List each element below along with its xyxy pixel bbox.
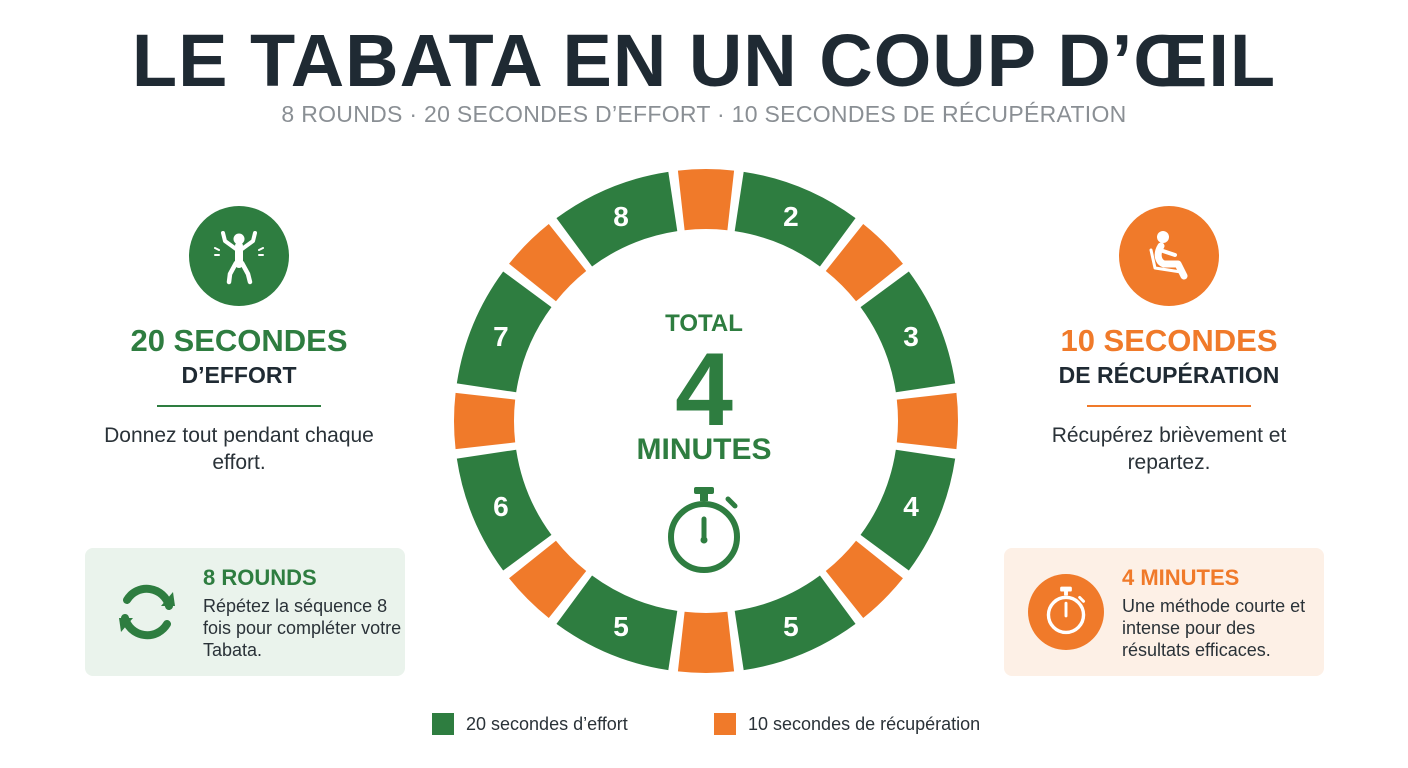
ring-recovery-segment	[677, 169, 735, 231]
minutes-card-title: 4 MINUTES	[1122, 565, 1240, 590]
center-total-value: 4	[675, 332, 733, 448]
ring-effort-segment	[734, 171, 856, 267]
effort-panel: 20 SECONDES D’EFFORT Donnez tout pendant…	[89, 206, 389, 476]
page-title: LE TABATA EN UN COUP D’ŒIL	[131, 19, 1277, 102]
legend-recovery-label: 10 secondes de récupération	[748, 713, 981, 734]
ring-recovery-segment	[825, 540, 903, 618]
legend-effort-label: 20 secondes d’effort	[466, 713, 628, 734]
rounds-card-description: Répétez la séquence 8 fois pour compléte…	[203, 596, 402, 660]
center-total-label: TOTAL	[665, 310, 743, 337]
effort-title: 20 SECONDES	[130, 323, 348, 358]
legend-effort-swatch	[432, 713, 454, 735]
recovery-panel: 10 SECONDES DE RÉCUPÉRATION Récupérez br…	[1019, 206, 1319, 476]
stopwatch-icon	[662, 485, 746, 582]
page-subtitle: 8 ROUNDS · 20 SECONDES D’EFFORT · 10 SEC…	[281, 101, 1127, 127]
ring-effort-segment	[456, 449, 552, 571]
recovery-title: 10 SECONDES	[1060, 323, 1278, 358]
ring-recovery-segment	[454, 392, 516, 450]
ring-effort-segment	[456, 271, 552, 393]
recovery-description: Récupérez brièvement et repartez.	[1051, 424, 1287, 474]
ring-effort-label: 6	[493, 491, 509, 522]
ring-recovery-segment	[677, 611, 735, 673]
ring-effort-label: 5	[613, 611, 629, 642]
ring-effort-label: 2	[783, 201, 799, 232]
legend-recovery-swatch	[714, 713, 736, 735]
effort-divider	[157, 405, 321, 407]
center-total-unit: MINUTES	[636, 433, 772, 466]
recovery-divider	[1087, 405, 1251, 407]
legend-effort: 20 secondes d’effort	[432, 713, 628, 735]
ring-effort-label: 3	[903, 321, 919, 352]
exercise-person-icon	[189, 206, 289, 306]
ring-effort-segment	[734, 575, 856, 671]
legend-recovery: 10 secondes de récupération	[714, 713, 980, 735]
ring-effort-segment	[860, 449, 956, 571]
rounds-card: 8 ROUNDS Répétez la séquence 8 fois pour…	[85, 548, 405, 676]
ring-effort-label: 7	[493, 321, 509, 352]
resting-person-icon	[1119, 206, 1219, 306]
ring-recovery-segment	[509, 540, 587, 618]
effort-subtitle: D’EFFORT	[181, 362, 297, 388]
repeat-arrows-icon	[109, 574, 185, 650]
ring-effort-label: 5	[783, 611, 799, 642]
ring-recovery-segment	[509, 224, 587, 302]
ring-recovery-segment	[896, 392, 959, 450]
ring-effort-segment	[556, 171, 678, 267]
rounds-card-title: 8 ROUNDS	[203, 565, 317, 590]
minutes-card-description: Une méthode courte et intense pour des r…	[1122, 596, 1306, 660]
ring-effort-segment	[860, 271, 956, 393]
ring-effort-label: 8	[613, 201, 629, 232]
minutes-card: 4 MINUTES Une méthode courte et intense …	[1004, 548, 1324, 676]
effort-description: Donnez tout pendant chaque effort.	[104, 424, 374, 474]
ring-effort-segment	[556, 575, 678, 671]
recovery-subtitle: DE RÉCUPÉRATION	[1058, 362, 1280, 388]
stopwatch-badge-icon	[1028, 574, 1104, 650]
ring-recovery-segment	[825, 224, 903, 302]
ring-effort-label: 4	[903, 491, 919, 522]
